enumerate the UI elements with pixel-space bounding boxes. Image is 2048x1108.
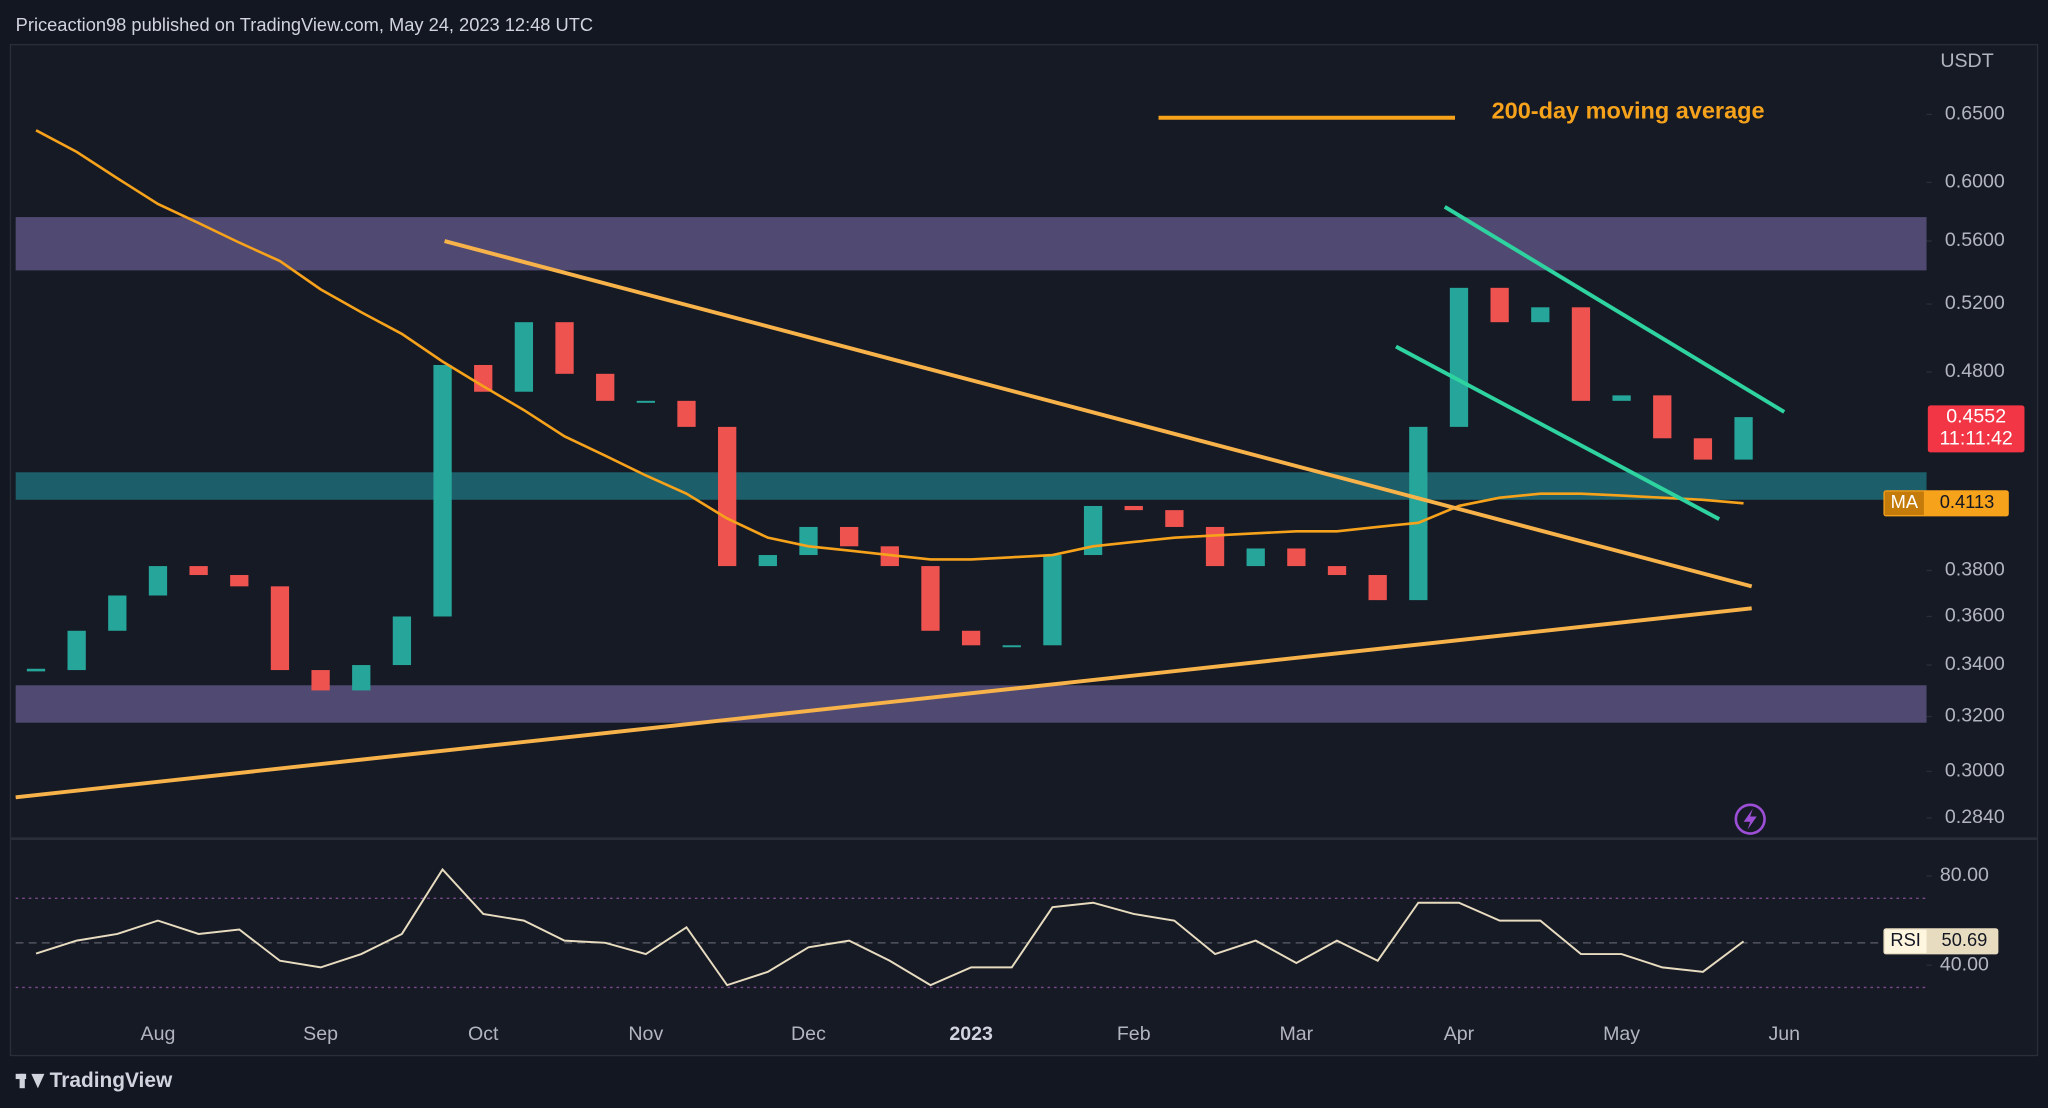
candle	[1693, 438, 1713, 460]
candle	[1327, 566, 1347, 576]
candle	[270, 586, 290, 671]
logo-part	[19, 1073, 25, 1089]
y-tick-label: 0.3600	[1945, 605, 2005, 627]
candle	[474, 364, 493, 392]
candle	[677, 400, 696, 427]
zone	[15, 685, 1927, 723]
rsi-badge-label: RSI	[1890, 929, 1920, 950]
y-tick-label: 80.00	[1940, 864, 1989, 886]
icon-bolt	[1743, 808, 1757, 830]
moving-average-line	[35, 129, 1744, 561]
candle	[596, 373, 615, 401]
y-tick-label: 0.5600	[1945, 229, 2005, 251]
candle	[1409, 426, 1428, 601]
zone	[15, 217, 1927, 271]
y-tick-label: 0.6500	[1945, 103, 2005, 125]
candle	[921, 566, 940, 631]
rsi-badge-value: 50.69	[1942, 929, 1988, 950]
candle	[108, 595, 127, 631]
y-tick-label: 0.2840	[1945, 806, 2005, 828]
candle	[555, 322, 574, 374]
candle	[758, 555, 777, 567]
price-countdown: 11:11:42	[1940, 427, 2013, 449]
candle	[1002, 645, 1021, 648]
candle	[1124, 505, 1143, 511]
header: Priceaction98 published on TradingView.c…	[16, 14, 593, 35]
rsi-badge-tag	[1884, 929, 1927, 954]
x-tick-label: Nov	[628, 1023, 663, 1045]
candle	[799, 526, 818, 556]
candle	[1043, 555, 1062, 646]
candle	[311, 670, 330, 691]
y-tick-label: 0.3000	[1945, 760, 2005, 782]
candle	[26, 668, 46, 672]
trendline	[15, 606, 1752, 800]
candle	[148, 566, 168, 596]
candle	[392, 616, 412, 666]
candle	[1083, 505, 1103, 556]
y-tick-label: 0.3400	[1945, 653, 2005, 675]
candle	[189, 566, 208, 576]
x-tick-label: Aug	[141, 1023, 176, 1045]
candle	[1612, 395, 1631, 401]
candle	[1531, 307, 1550, 323]
chart-frame	[9, 43, 2039, 1057]
candle	[1165, 510, 1184, 527]
candle	[1571, 307, 1591, 401]
candle	[839, 526, 859, 547]
ma-badge-value: 0.4113	[1940, 491, 1995, 512]
rsi-line	[35, 867, 1745, 987]
candle	[1653, 395, 1672, 439]
y-tick-label: 0.3200	[1945, 705, 2005, 727]
price-badge-value: 0.4552	[1946, 405, 2006, 427]
candle	[1734, 417, 1753, 460]
icon-ring	[1734, 803, 1766, 835]
brand-logo	[15, 1073, 45, 1089]
price-badge	[1927, 405, 2025, 453]
candle	[1205, 526, 1225, 567]
candle	[636, 400, 655, 403]
trendline	[1395, 344, 1721, 521]
candle	[1368, 575, 1387, 601]
x-tick-label: Feb	[1117, 1023, 1151, 1045]
x-tick-label: Dec	[791, 1023, 826, 1045]
x-tick-label: Oct	[468, 1023, 499, 1045]
candle	[230, 575, 249, 587]
y-tick-label: 0.5200	[1945, 292, 2005, 314]
legend-label: 200-day moving average	[1492, 98, 1765, 124]
logo-part	[31, 1073, 45, 1089]
candle	[718, 426, 737, 567]
trendline	[444, 239, 1753, 589]
candle	[961, 630, 981, 646]
x-tick-label: Apr	[1444, 1023, 1475, 1045]
y-tick-label: 40.00	[1940, 953, 1989, 975]
brand: TradingView	[50, 1069, 173, 1092]
ma-badge-tag	[1884, 491, 1924, 516]
x-tick-label: Sep	[303, 1023, 338, 1045]
candle	[1490, 287, 1509, 323]
candle	[433, 364, 452, 617]
x-tick-label: Mar	[1279, 1023, 1313, 1045]
y-tick-label: 0.3800	[1945, 559, 2005, 581]
x-tick-label: May	[1603, 1023, 1640, 1045]
y-unit: USDT	[1940, 50, 1993, 72]
candle	[1246, 548, 1265, 567]
candle	[352, 665, 371, 691]
lightning-icon	[1734, 803, 1766, 835]
y-tick-label: 0.6000	[1945, 171, 2005, 193]
y-tick-label: 0.4800	[1945, 360, 2005, 382]
candle	[67, 630, 86, 671]
candle	[1449, 287, 1469, 427]
trendline	[1443, 205, 1786, 414]
candle	[514, 322, 534, 392]
ma-badge-label: MA	[1891, 491, 1919, 512]
x-tick-label: 2023	[949, 1023, 993, 1045]
candle	[1287, 548, 1306, 567]
x-tick-label: Jun	[1768, 1023, 1800, 1045]
